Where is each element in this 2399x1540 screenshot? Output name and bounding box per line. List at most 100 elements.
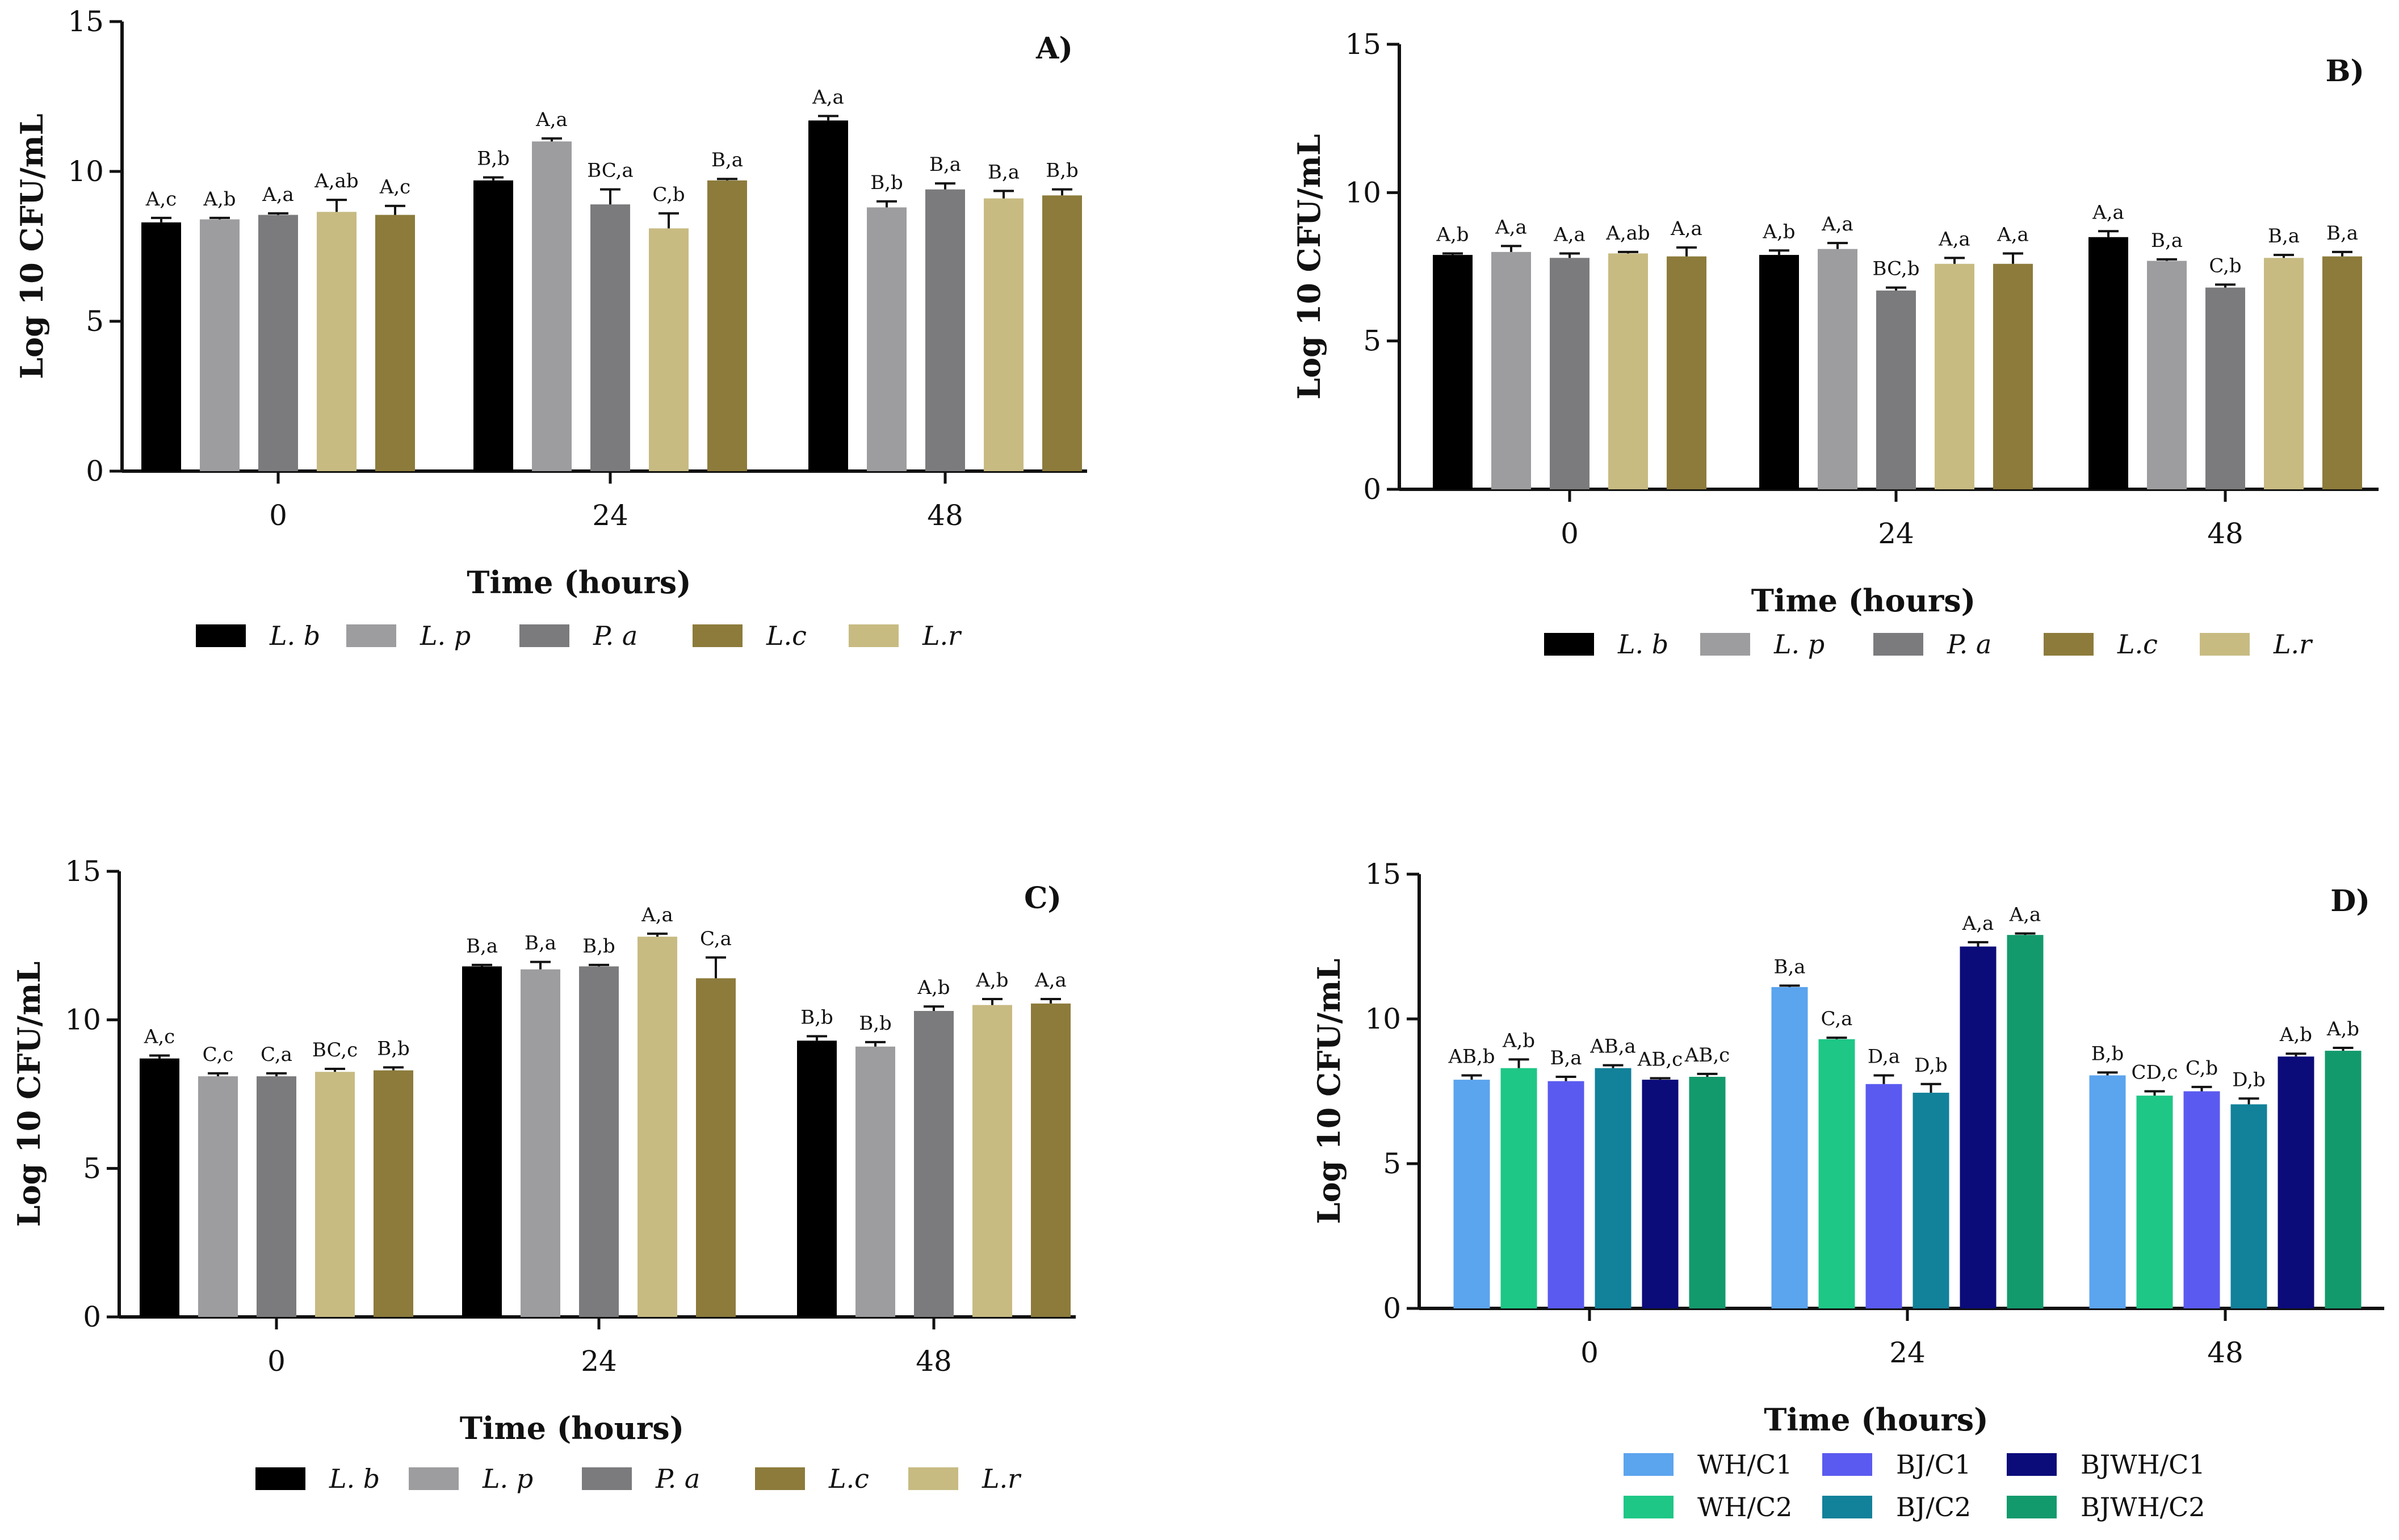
bar xyxy=(200,219,240,471)
bar xyxy=(1433,255,1473,489)
bar-label: A,ab xyxy=(314,170,358,192)
legend-swatch xyxy=(2044,633,2094,656)
legend-label: L.r xyxy=(982,1463,1022,1494)
x-tick-label: 0 xyxy=(269,499,287,532)
bar-label: A,a xyxy=(1495,216,1527,238)
legend-label: L. p xyxy=(420,620,471,651)
y-tick-label: 10 xyxy=(68,155,104,188)
y-tick-label: 5 xyxy=(1383,1147,1401,1180)
bar-label: A,a xyxy=(1962,912,1994,935)
bar-label: B,b xyxy=(1046,160,1079,182)
legend-label: P. a xyxy=(1947,629,1991,660)
bar xyxy=(374,1070,413,1317)
legend-label: L.r xyxy=(922,620,962,651)
y-tick-label: 5 xyxy=(86,305,104,338)
bar xyxy=(1960,946,1997,1308)
bar xyxy=(2322,256,2362,489)
bar-label: C,a xyxy=(1821,1008,1853,1030)
bar xyxy=(1642,1080,1679,1308)
bar-label: C,a xyxy=(261,1043,292,1066)
bar xyxy=(1550,258,1589,489)
chart-panel-1: 0 5 10 15 Log 10 CFU/mL 0 24 48 Time (hours) A) A,… xyxy=(14,5,1087,651)
x-tick-label: 0 xyxy=(1561,517,1579,550)
bar-label: C,b xyxy=(2186,1057,2218,1080)
bar xyxy=(1667,256,1706,489)
bar-label: A,a xyxy=(535,108,568,131)
x-axis-label: Time (hours) xyxy=(1751,582,1976,619)
x-axis-label: Time (hours) xyxy=(467,564,691,601)
legend-label: L.c xyxy=(828,1463,869,1494)
bar xyxy=(257,1076,296,1317)
bar xyxy=(984,198,1024,471)
legend-swatch xyxy=(693,624,743,647)
legend-label: L.c xyxy=(2117,629,2158,660)
x-tick-label: 48 xyxy=(2207,517,2243,550)
bar xyxy=(2136,1096,2173,1308)
bar xyxy=(258,215,298,471)
bar-label: A,a xyxy=(1938,228,1970,250)
bar xyxy=(1818,1039,1855,1308)
x-tick-label: 24 xyxy=(1889,1336,1926,1369)
bar-label: B,b xyxy=(582,935,615,958)
bar xyxy=(1042,195,1082,471)
bar xyxy=(2205,287,2245,489)
legend-swatch xyxy=(255,1467,305,1490)
y-tick-label: 0 xyxy=(86,455,104,488)
bar xyxy=(649,228,689,471)
x-tick-label: 48 xyxy=(916,1345,952,1378)
panel-label: A) xyxy=(1035,31,1073,66)
bar-label: A,a xyxy=(262,183,294,206)
legend-swatch xyxy=(519,624,569,647)
x-tick-label: 48 xyxy=(2207,1336,2243,1369)
legend-swatch xyxy=(582,1467,632,1490)
y-tick-label: 0 xyxy=(1363,473,1381,506)
bar xyxy=(797,1040,837,1317)
bar xyxy=(140,1058,179,1317)
bar-label: C,a xyxy=(700,928,732,950)
bar-label: A,b xyxy=(975,969,1008,992)
legend-label: L.r xyxy=(2273,629,2313,660)
legend: L. b L. p P. a L.c L.r xyxy=(196,620,962,651)
legend-swatch xyxy=(908,1467,958,1490)
legend-swatch xyxy=(346,624,396,647)
bar xyxy=(2089,1075,2126,1308)
bar-label: A,a xyxy=(1670,217,1702,240)
y-tick-label: 15 xyxy=(1345,28,1381,61)
bar xyxy=(1759,255,1799,489)
chart-panel-3: 0 5 10 15 Log 10 CFU/mL 0 24 48 Time (hours) C) A,… xyxy=(11,855,1076,1494)
bar-label: AB,a xyxy=(1589,1035,1636,1058)
bar xyxy=(462,966,502,1317)
bar-label: A,a xyxy=(1553,223,1586,246)
legend-swatch xyxy=(2007,1496,2057,1518)
bar-label: B,a xyxy=(1550,1047,1582,1069)
legend-label: P. a xyxy=(593,620,638,651)
bar xyxy=(1865,1084,1902,1308)
bar xyxy=(808,120,848,472)
legend-swatch xyxy=(2200,633,2250,656)
bar-label: A,c xyxy=(144,1025,175,1048)
bar xyxy=(638,937,677,1317)
legend-label: L. p xyxy=(1773,629,1825,660)
legend-label: BJWH/C1 xyxy=(2081,1449,2205,1480)
legend-label: L. b xyxy=(269,620,320,651)
legend: L. b L. p P. a L.c L.r xyxy=(1544,629,2313,660)
bar xyxy=(1935,263,1974,489)
bar-label: C,b xyxy=(652,183,685,206)
bar-label: B,b xyxy=(870,171,903,194)
bar xyxy=(473,180,513,472)
chart-panel-2: 0 5 10 15 Log 10 CFU/mL 0 24 48 Time (hours) B) A,… xyxy=(1291,28,2379,660)
bar xyxy=(1500,1068,1537,1308)
x-tick-label: 0 xyxy=(1580,1336,1599,1369)
bar-label: B,a xyxy=(525,932,556,955)
bar xyxy=(2230,1104,2267,1308)
legend-swatch xyxy=(849,624,899,647)
legend: WH/C1 WH/C2 BJ/C1 BJ/C2 BJWH/C1 BJWH/C2 xyxy=(1624,1449,2205,1522)
legend-label: L.c xyxy=(766,620,807,651)
bar-label: AB,c xyxy=(1684,1044,1730,1067)
bar xyxy=(867,207,907,471)
y-tick-label: 10 xyxy=(65,1004,101,1037)
bar xyxy=(1689,1077,1726,1308)
x-tick-label: 0 xyxy=(267,1345,286,1378)
legend-swatch xyxy=(196,624,246,647)
bar xyxy=(696,978,736,1317)
